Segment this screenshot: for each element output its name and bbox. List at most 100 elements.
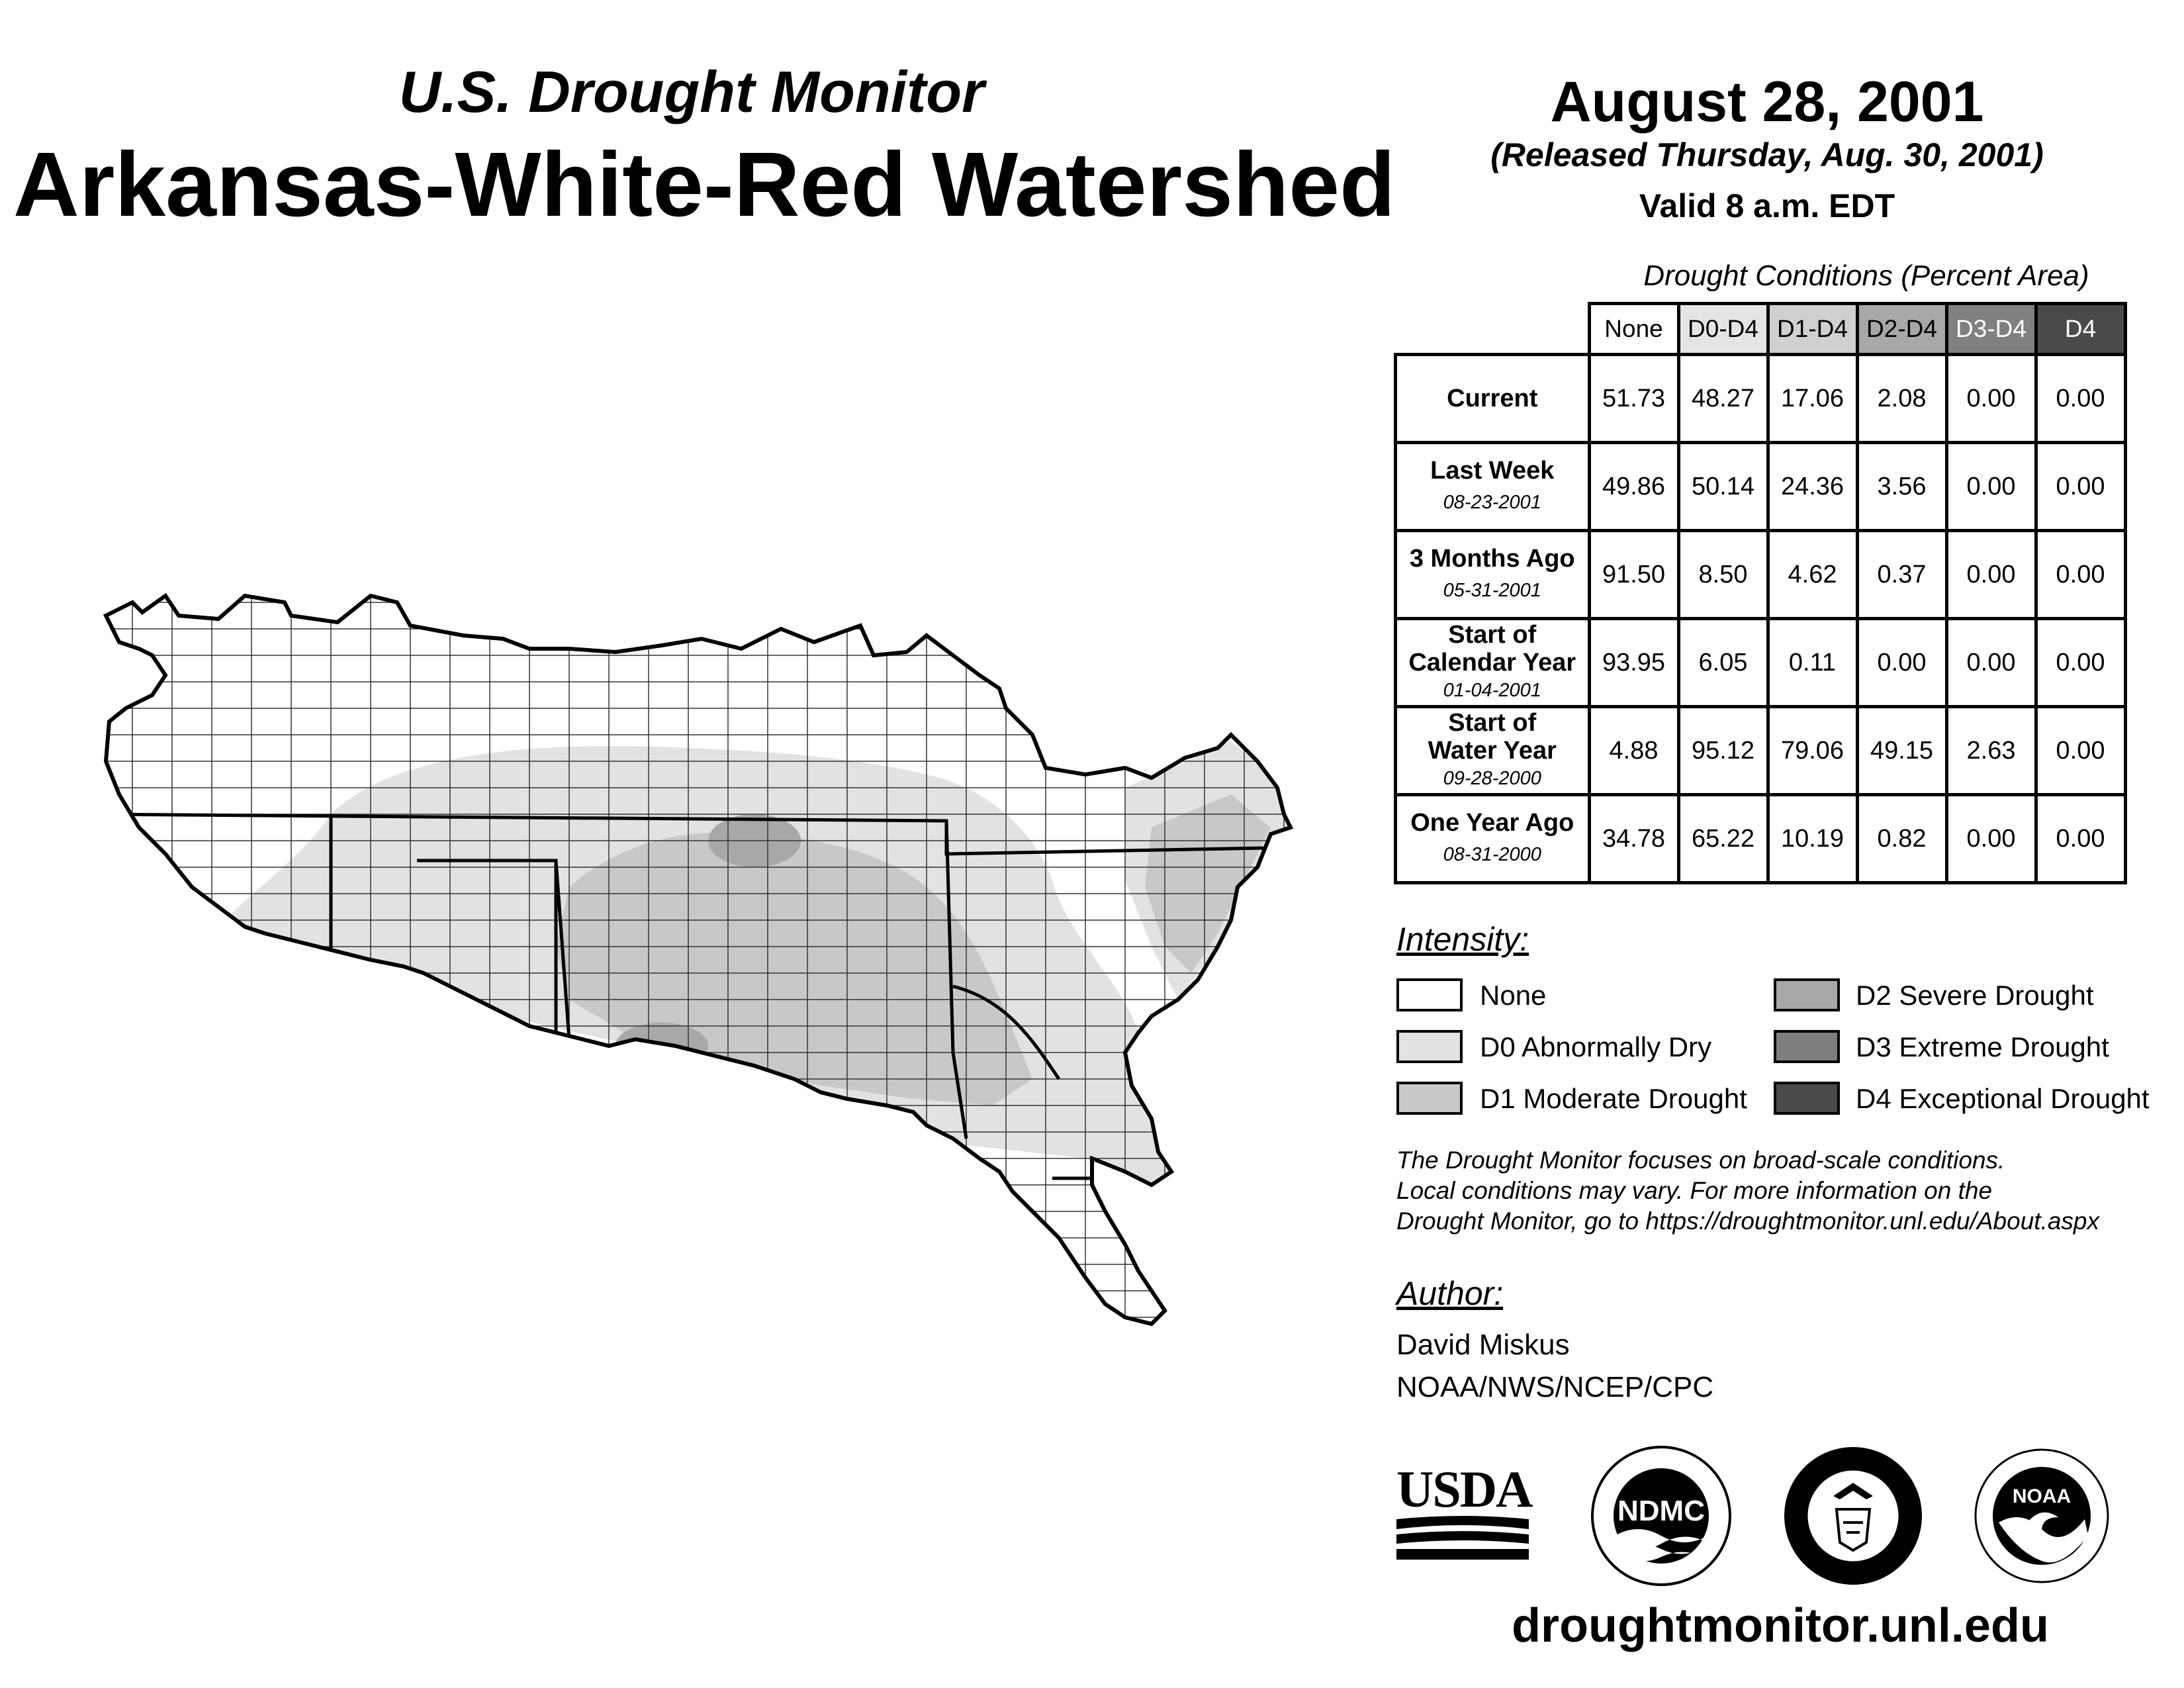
table-corner	[1396, 304, 1590, 355]
table-row: Start of Water Year 09-28-2000 4.88 95.12…	[1394, 705, 2127, 796]
row-label-text: Current	[1447, 385, 1538, 412]
table-cell: 0.82	[1855, 793, 1948, 884]
table-cell: 4.62	[1766, 529, 1859, 620]
table-cell: 0.00	[1944, 353, 2038, 444]
legend-label-none: None	[1480, 980, 1547, 1011]
table-row: 3 Months Ago 05-31-2001 91.50 8.50 4.62 0…	[1394, 529, 2127, 620]
row-date: 08-31-2000	[1443, 844, 1541, 865]
disclaimer-note: The Drought Monitor focuses on broad-sca…	[1396, 1145, 2177, 1237]
doc-seal-logo	[1780, 1443, 1926, 1589]
map-subtitle: U.S. Drought Monitor	[398, 59, 985, 124]
map-title: Arkansas-White-Red Watershed	[13, 134, 1396, 236]
note-line: Local conditions may vary. For more info…	[1396, 1177, 1993, 1204]
table-cell: 34.78	[1587, 793, 1680, 884]
row-label: 3 Months Ago 05-31-2001	[1394, 529, 1591, 620]
table-cell: 17.06	[1766, 353, 1859, 444]
watershed-map	[93, 576, 1304, 1357]
table-cell: 0.00	[1944, 529, 2038, 620]
table-cell: 0.37	[1855, 529, 1948, 620]
footer-url[interactable]: droughtmonitor.unl.edu	[1512, 1599, 2049, 1652]
legend-title: Intensity:	[1396, 921, 1529, 958]
legend-label-d4: D4 Exceptional Drought	[1856, 1083, 2150, 1114]
table-cell: 24.36	[1766, 441, 1859, 532]
table-cell: 0.00	[2034, 441, 2127, 532]
legend-label-d3: D3 Extreme Drought	[1856, 1031, 2109, 1062]
row-label-text: Last Week	[1430, 457, 1555, 485]
table-cell: 93.95	[1587, 617, 1680, 708]
table-cell: 3.56	[1855, 441, 1948, 532]
col-d3-d4: D3-D4	[1944, 302, 2038, 356]
department-of-commerce-seal	[1784, 1447, 1922, 1585]
table-caption: Drought Conditions (Percent Area)	[1643, 259, 2089, 292]
table-cell: 8.50	[1676, 529, 1770, 620]
ndmc-seal	[1591, 1446, 1731, 1586]
row-date: 01-04-2001	[1443, 680, 1541, 701]
legend-swatch-none	[1396, 978, 1463, 1011]
table-cell: 2.08	[1855, 353, 1948, 444]
row-label: One Year Ago 08-31-2000	[1394, 793, 1591, 884]
author-name: David Miskus	[1396, 1329, 1570, 1361]
legend-swatch-d2	[1774, 978, 1840, 1011]
drought-conditions-table: None D0-D4 D1-D4 D2-D4 D3-D4 D4 Current …	[1394, 302, 2127, 884]
row-label-text: Start of Calendar Year	[1408, 621, 1576, 677]
table-cell: 2.63	[1944, 705, 2038, 796]
table-cell: 50.14	[1676, 441, 1770, 532]
usda-logo-stripes	[1396, 1516, 1529, 1560]
release-date: (Released Thursday, Aug. 30, 2001)	[1490, 136, 2044, 173]
table-cell: 0.00	[2034, 529, 2127, 620]
table-cell: 0.00	[1944, 441, 2038, 532]
table-row: Last Week 08-23-2001 49.86 50.14 24.36 3.…	[1394, 441, 2127, 532]
legend-label-d2: D2 Severe Drought	[1856, 980, 2094, 1011]
author-info: David Miskus NOAA/NWS/NCEP/CPC	[1396, 1324, 1713, 1409]
table-cell: 65.22	[1676, 793, 1770, 884]
row-label: Current	[1394, 353, 1591, 444]
row-date: 08-23-2001	[1443, 492, 1541, 513]
valid-time: Valid 8 a.m. EDT	[1639, 187, 1895, 224]
table-cell: 0.00	[2034, 353, 2127, 444]
table-cell: 4.88	[1587, 705, 1680, 796]
row-label-text: Start of Water Year	[1428, 709, 1557, 765]
table-row: One Year Ago 08-31-2000 34.78 65.22 10.19…	[1394, 793, 2127, 884]
table-cell: 0.00	[2034, 705, 2127, 796]
author-org: NOAA/NWS/NCEP/CPC	[1396, 1371, 1714, 1403]
row-date: 05-31-2001	[1443, 580, 1541, 601]
table-cell: 95.12	[1676, 705, 1770, 796]
ndmc-logo-text: NDMC	[1617, 1495, 1705, 1527]
table-cell: 91.50	[1587, 529, 1680, 620]
row-label: Start of Water Year 09-28-2000	[1394, 705, 1591, 796]
col-d4: D4	[2034, 302, 2127, 356]
table-cell: 10.19	[1766, 793, 1859, 884]
row-label: Last Week 08-23-2001	[1394, 441, 1591, 532]
table-header-row: None D0-D4 D1-D4 D2-D4 D3-D4 D4	[1396, 302, 2127, 356]
table-cell: 0.00	[1944, 793, 2038, 884]
col-d2-d4: D2-D4	[1855, 302, 1948, 356]
table-cell: 0.00	[1855, 617, 1948, 708]
table-cell: 0.00	[2034, 793, 2127, 884]
legend-label-d1: D1 Moderate Drought	[1480, 1083, 1747, 1114]
col-d0-d4: D0-D4	[1676, 302, 1770, 356]
table-cell: 0.00	[2034, 617, 2127, 708]
table-row: Start of Calendar Year 01-04-2001 93.95 6…	[1394, 617, 2127, 708]
legend-swatch-d4	[1774, 1082, 1840, 1115]
noaa-logo-text: NOAA	[2012, 1485, 2071, 1507]
table-cell: 79.06	[1766, 705, 1859, 796]
legend-swatch-d0	[1396, 1030, 1463, 1063]
table-row: Current 51.73 48.27 17.06 2.08 0.00 0.00	[1394, 353, 2127, 444]
ndmc-logo: NDMC	[1588, 1443, 1734, 1589]
note-line: The Drought Monitor focuses on broad-sca…	[1396, 1147, 2005, 1174]
col-d1-d4: D1-D4	[1766, 302, 1859, 356]
map-date: August 28, 2001	[1550, 70, 1984, 134]
col-none: None	[1587, 302, 1680, 356]
legend-label-d0: D0 Abnormally Dry	[1480, 1031, 1712, 1062]
row-label: Start of Calendar Year 01-04-2001	[1394, 617, 1591, 708]
row-label-text: One Year Ago	[1410, 809, 1574, 837]
table-cell: 51.73	[1587, 353, 1680, 444]
noaa-logo: NOAA	[1969, 1443, 2115, 1589]
row-label-text: 3 Months Ago	[1409, 545, 1575, 573]
usda-logo: USDA	[1396, 1463, 1533, 1562]
table-cell: 49.15	[1855, 705, 1948, 796]
d1-region-east	[1145, 794, 1271, 973]
d2-region-south	[615, 1023, 708, 1069]
table-cell: 0.00	[1944, 617, 2038, 708]
table-cell: 48.27	[1676, 353, 1770, 444]
